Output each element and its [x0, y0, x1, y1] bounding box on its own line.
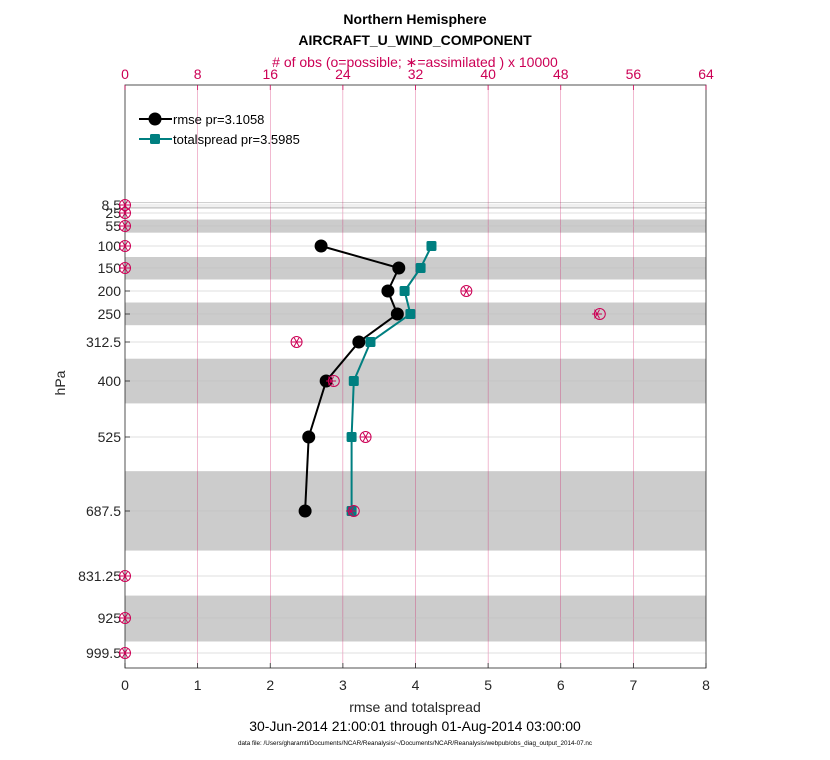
- obs-count-markers: [119, 199, 606, 659]
- top-tick-label: 40: [480, 66, 496, 82]
- obs-assimilated-marker: [122, 648, 128, 658]
- y-tick-label: 100: [98, 238, 122, 254]
- obs-possible-marker: [359, 431, 372, 443]
- obs-assimilated-marker: [594, 309, 600, 319]
- x-tick-label: 3: [339, 677, 347, 693]
- footer-data-file: data file: /Users/gharamti/Documents/NCA…: [238, 740, 592, 747]
- legend-marker: [150, 134, 160, 144]
- x-tick-label: 6: [557, 677, 565, 693]
- top-tick-label: 0: [121, 66, 129, 82]
- rmse-point: [302, 430, 316, 444]
- top-tick-label: 24: [335, 66, 351, 82]
- totalspread-point: [399, 286, 410, 296]
- top-tick-label: 16: [262, 66, 278, 82]
- obs-assimilated-marker: [122, 208, 128, 218]
- x-tick-label: 5: [484, 677, 492, 693]
- obs-possible-marker: [119, 647, 131, 659]
- rmse-point: [298, 504, 312, 518]
- obs-possible-marker: [460, 285, 473, 297]
- top-tick-label: 32: [408, 66, 424, 82]
- obs-assimilated-marker: [122, 241, 128, 251]
- totalspread-point: [426, 241, 437, 251]
- chart-title: Northern Hemisphere: [343, 11, 486, 27]
- top-tick-label: 8: [194, 66, 202, 82]
- grid-lines: [125, 85, 706, 668]
- obs-assimilated-marker: [293, 337, 300, 347]
- x-tick-label: 0: [121, 677, 129, 693]
- x-tick-label: 1: [194, 677, 202, 693]
- y-tick-label: 250: [98, 306, 122, 322]
- legend-marker: [148, 112, 162, 126]
- legend: rmse pr=3.1058 totalspread pr=3.5985: [139, 112, 300, 147]
- obs-assimilated-marker: [122, 613, 128, 623]
- obs-assimilated-marker: [122, 263, 128, 273]
- obs-possible-marker: [119, 220, 131, 232]
- obs-assimilated-marker: [122, 221, 128, 231]
- obs-assimilated-marker: [328, 376, 335, 386]
- y-tick-label: 8.5: [102, 197, 122, 213]
- y-tick-label: 25: [105, 205, 121, 221]
- totalspread-point: [365, 337, 376, 347]
- rmse-point: [314, 239, 328, 253]
- obs-possible-marker: [290, 336, 303, 348]
- legend-label: totalspread pr=3.5985: [173, 132, 300, 147]
- x-tick-label: 2: [266, 677, 274, 693]
- obs-possible-marker: [119, 240, 131, 252]
- x-tick-label: 7: [629, 677, 637, 693]
- date-range: 30-Jun-2014 21:00:01 through 01-Aug-2014…: [249, 718, 581, 734]
- obs-possible-marker: [119, 262, 131, 274]
- obs-assimilated-marker: [122, 571, 128, 581]
- legend-label: rmse pr=3.1058: [173, 112, 264, 127]
- y-tick-label: 925: [98, 610, 122, 626]
- totalspread-point: [348, 376, 359, 386]
- y-tick-label: 150: [98, 260, 122, 276]
- chart-subtitle: AIRCRAFT_U_WIND_COMPONENT: [298, 32, 532, 48]
- y-tick-label: 200: [98, 283, 122, 299]
- obs-possible-marker: [119, 207, 131, 219]
- y-tick-label: 999.5: [86, 645, 121, 661]
- x-tick-label: 4: [412, 677, 420, 693]
- obs-possible-marker: [119, 570, 131, 582]
- totalspread-point: [415, 263, 426, 273]
- rmse-point: [352, 335, 366, 349]
- totalspread-point: [346, 432, 357, 442]
- x-axis-label: rmse and totalspread: [349, 699, 481, 715]
- top-tick-label: 48: [553, 66, 569, 82]
- data-series: [298, 239, 437, 518]
- obs-possible-marker: [119, 199, 131, 211]
- top-tick-label: 56: [626, 66, 642, 82]
- axis-ticks: 0 1 2 3 4 5 6 7 80 8 16 24 32 40 48 56 648.5255510015020…: [78, 66, 714, 693]
- y-tick-label: 687.5: [86, 503, 121, 519]
- obs-assimilated-marker: [348, 506, 354, 516]
- x-tick-label: 8: [702, 677, 710, 693]
- top-axis-label: # of obs (o=possible; ∗=assimilated ) x …: [272, 54, 558, 70]
- obs-assimilated-marker: [362, 432, 369, 442]
- rmse-point: [381, 284, 395, 298]
- y-tick-label: 400: [98, 373, 122, 389]
- y-tick-label: 525: [98, 429, 122, 445]
- totalspread-point: [405, 309, 416, 319]
- obs-possible-marker: [119, 612, 131, 624]
- obs-assimilated-marker: [463, 286, 470, 296]
- top-tick-label: 64: [698, 66, 714, 82]
- y-tick-label: 312.5: [86, 334, 121, 350]
- rmse-point: [392, 261, 406, 275]
- y-axis-label: hPa: [52, 370, 68, 395]
- rmse-point: [390, 307, 404, 321]
- y-tick-label: 55: [105, 218, 121, 234]
- y-tick-label: 831.25: [78, 568, 121, 584]
